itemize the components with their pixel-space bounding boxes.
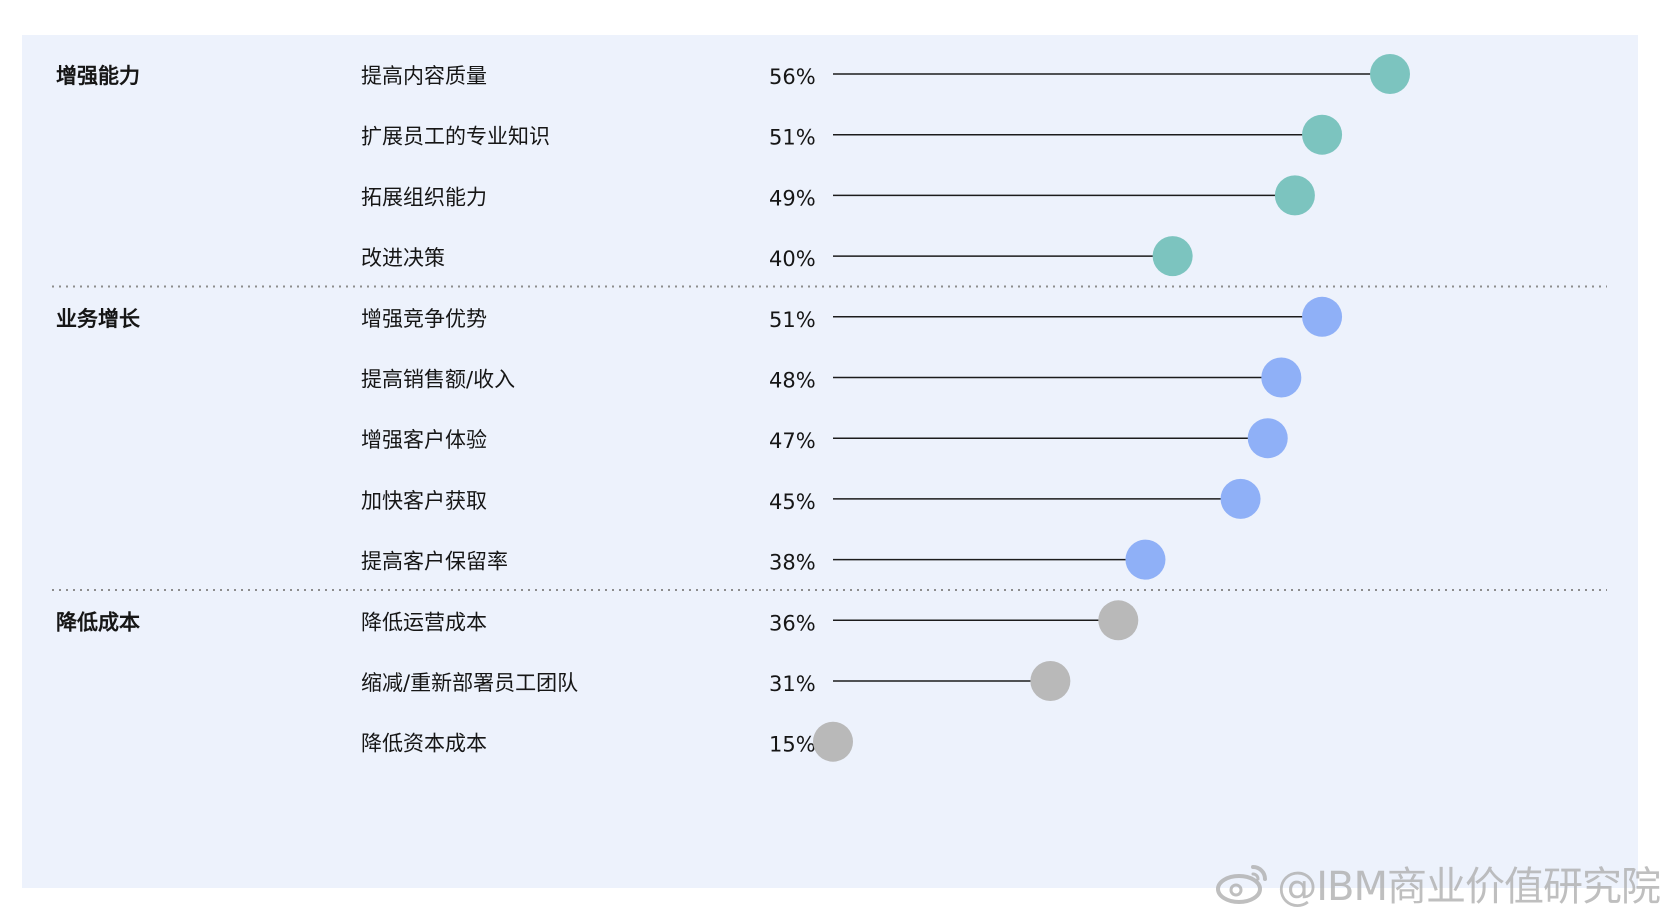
category-label: 提高销售额/收入 — [361, 368, 515, 392]
category-label: 扩展员工的专业知识 — [361, 125, 550, 149]
data-label: 48% — [769, 369, 816, 393]
lollipop-dot — [813, 721, 853, 762]
data-label: 51% — [769, 126, 816, 150]
data-label: 40% — [769, 247, 816, 271]
watermark-text: @IBM商业价值研究院 — [1277, 864, 1661, 910]
lollipop-dot — [1098, 600, 1139, 641]
data-label: 47% — [769, 429, 816, 453]
data-label: 45% — [769, 490, 816, 514]
lollipop-dot — [1370, 54, 1410, 94]
watermark: @IBM商业价值研究院 — [1215, 854, 1661, 912]
category-label: 增强竞争优势 — [361, 307, 487, 331]
category-label: 降低资本成本 — [361, 732, 487, 756]
category-label: 增强客户体验 — [361, 428, 487, 452]
data-label: 51% — [769, 308, 816, 332]
data-label: 15% — [769, 733, 816, 757]
data-label: 49% — [769, 186, 816, 210]
category-label: 缩减/重新部署员工团队 — [361, 671, 578, 695]
chart-panel: 增强能力 提高内容质量 56% 扩展员工的专业知识 51% 拓展组织能力 49% 改进决策 40… — [22, 35, 1638, 888]
lollipop-dot — [1220, 478, 1261, 519]
category-label: 提高客户保留率 — [361, 550, 508, 574]
lollipop-dot — [1152, 236, 1193, 277]
category-label: 降低运营成本 — [361, 610, 487, 634]
category-label: 拓展组织能力 — [361, 185, 487, 209]
group-label: 降低成本 — [56, 610, 140, 634]
lollipop-dot — [1274, 175, 1315, 216]
lollipop-dot — [1125, 539, 1166, 580]
group-label: 业务增长 — [56, 307, 141, 331]
group-label: 增强能力 — [56, 64, 140, 88]
data-label: 38% — [769, 551, 816, 575]
lollipop-chart: 增强能力 提高内容质量 56% 扩展员工的专业知识 51% 拓展组织能力 49% 改进决策 40… — [52, 54, 1607, 762]
data-label: 56% — [769, 65, 816, 89]
category-label: 改进决策 — [361, 246, 445, 270]
lollipop-dot — [1261, 357, 1302, 398]
category-label: 提高内容质量 — [361, 64, 487, 88]
lollipop-dot — [1247, 418, 1288, 459]
data-label: 36% — [769, 611, 816, 635]
category-label: 加快客户获取 — [361, 489, 487, 513]
data-label: 31% — [769, 672, 816, 696]
lollipop-dot — [1030, 661, 1071, 701]
weibo-icon — [1216, 865, 1268, 904]
lollipop-dot — [1302, 296, 1343, 337]
lollipop-dot — [1302, 114, 1343, 155]
